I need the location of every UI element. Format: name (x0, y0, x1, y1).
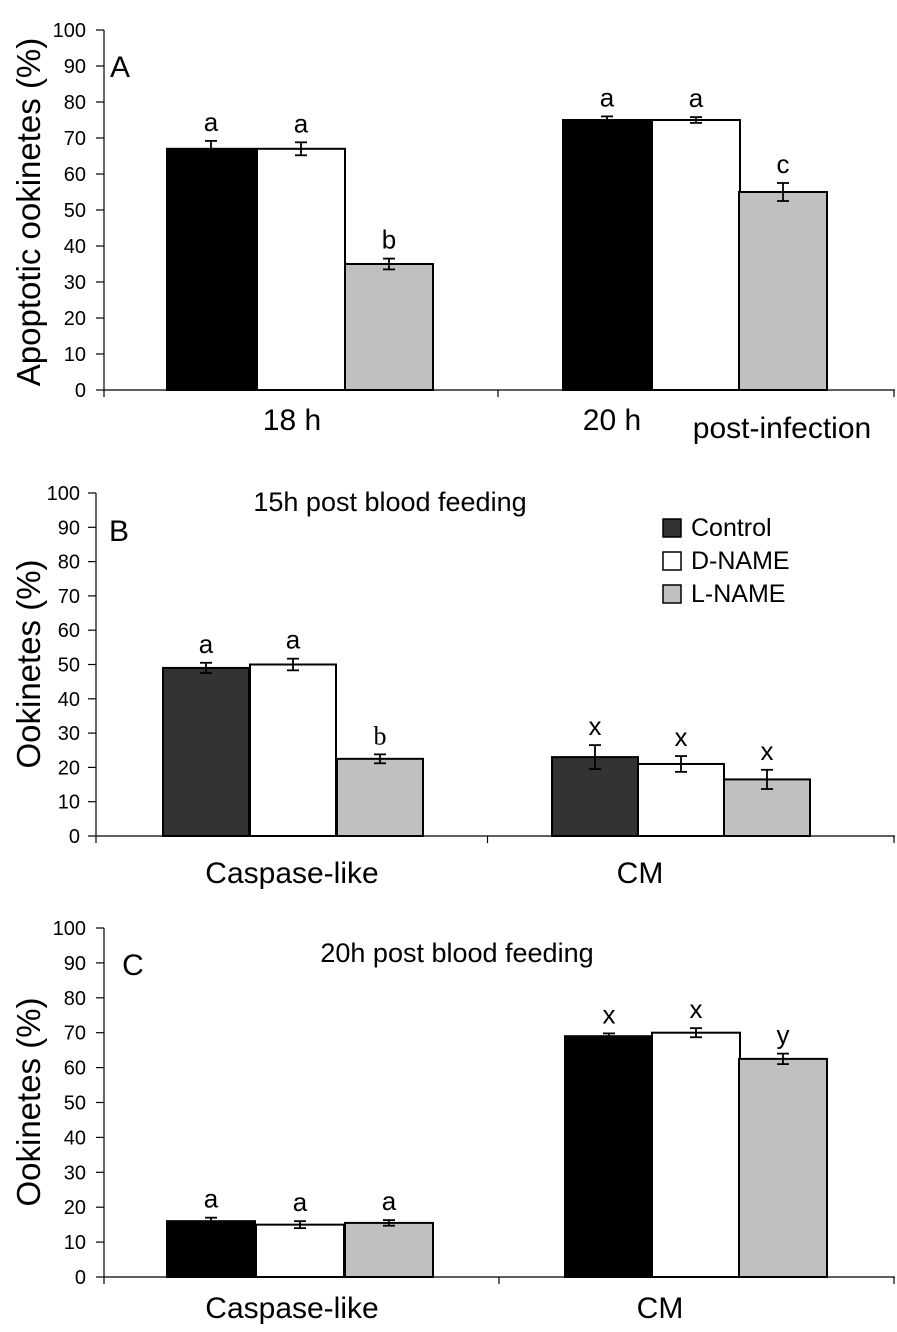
y-tick-label: 50 (64, 1093, 86, 1115)
y-axis-label: Ookinetes (%) (10, 559, 47, 768)
y-tick-label: 90 (64, 953, 86, 975)
panel-label: B (109, 515, 129, 548)
y-tick-label: 60 (58, 620, 80, 642)
y-tick-label: 30 (64, 272, 86, 294)
y-tick-label: 30 (58, 723, 80, 745)
x-category-label: Caspase-like (205, 857, 378, 890)
y-tick-label: 90 (58, 517, 80, 539)
y-tick-label: 100 (53, 20, 86, 42)
significance-letter: x (761, 736, 774, 766)
significance-letter: x (589, 711, 602, 741)
y-tick-label: 100 (47, 483, 80, 505)
significance-letter: y (777, 1020, 790, 1050)
x-category-label: 18 h (263, 404, 321, 437)
bar-series-1-0 (255, 1223, 345, 1279)
legend-label: Control (691, 514, 772, 542)
y-tick-label: 40 (64, 236, 86, 258)
significance-letter: a (689, 83, 704, 113)
significance-letter: x (675, 722, 688, 752)
significance-letter: a (294, 108, 309, 138)
bar-series-1-0 (256, 147, 346, 391)
bar-l-name-0 (336, 757, 424, 838)
y-tick-label: 40 (58, 689, 80, 711)
x-category-label: CM (637, 1292, 684, 1325)
y-tick-label: 30 (64, 1162, 86, 1184)
significance-letter: b (374, 721, 387, 750)
y-tick-label: 70 (64, 128, 86, 150)
bar-series-2-0 (344, 1221, 434, 1279)
significance-letter: a (204, 107, 219, 137)
significance-letter: a (382, 1186, 397, 1216)
bar-series-2-0 (344, 263, 434, 391)
x-category-label: 20 h (583, 404, 641, 437)
significance-letter: a (293, 1187, 308, 1217)
y-tick-label: 10 (64, 1232, 86, 1254)
y-tick-label: 10 (64, 344, 86, 366)
significance-letter: a (600, 82, 615, 112)
significance-letter: a (286, 625, 301, 655)
significance-letter: x (603, 999, 616, 1029)
legend-swatch (662, 518, 682, 538)
y-axis-label: Ookinetes (%) (10, 997, 47, 1206)
y-tick-label: 70 (64, 1023, 86, 1045)
x-axis-label: post-infection (693, 412, 871, 445)
y-axis-label: Apoptotic ookinetes (%) (10, 38, 47, 387)
y-tick-label: 0 (75, 1267, 86, 1289)
significance-letter: b (382, 225, 396, 255)
bar-series-0-0 (166, 147, 256, 391)
legend-label: D-NAME (691, 547, 790, 575)
y-tick-label: 100 (53, 918, 86, 940)
y-tick-label: 40 (64, 1127, 86, 1149)
y-tick-label: 80 (58, 552, 80, 574)
bar-series-1-1 (651, 119, 741, 391)
legend-label: L-NAME (691, 580, 785, 608)
significance-letter: x (690, 994, 703, 1024)
y-tick-label: 50 (64, 200, 86, 222)
legend-swatch (662, 584, 682, 604)
y-tick-label: 0 (69, 826, 80, 848)
bar-l-name-1 (723, 778, 811, 838)
y-tick-label: 20 (64, 308, 86, 330)
bar-d-name-0 (249, 663, 337, 837)
bar-series-2-1 (738, 191, 828, 391)
y-tick-label: 20 (64, 1197, 86, 1219)
significance-letter: c (777, 149, 790, 179)
y-tick-label: 60 (64, 1058, 86, 1080)
chart-title: 20h post blood feeding (320, 938, 593, 968)
bar-series-0-0 (166, 1220, 256, 1279)
bar-series-0-1 (564, 1035, 654, 1278)
y-tick-label: 20 (58, 757, 80, 779)
panel-label: A (110, 51, 130, 84)
bar-series-0-1 (562, 119, 652, 391)
y-tick-label: 60 (64, 164, 86, 186)
bar-control-1 (551, 756, 639, 837)
significance-letter: a (199, 629, 214, 659)
y-tick-label: 50 (58, 655, 80, 677)
chart-title: 15h post blood feeding (253, 487, 526, 517)
x-category-label: CM (617, 857, 664, 890)
bar-control-0 (162, 666, 250, 837)
bar-d-name-1 (637, 762, 725, 837)
panel-label: C (122, 949, 144, 982)
y-tick-label: 10 (58, 792, 80, 814)
y-tick-label: 80 (64, 988, 86, 1010)
x-category-label: Caspase-like (205, 1292, 378, 1325)
y-tick-label: 90 (64, 56, 86, 78)
y-tick-label: 0 (75, 380, 86, 402)
y-tick-label: 80 (64, 92, 86, 114)
legend-swatch (662, 551, 682, 571)
y-tick-label: 70 (58, 586, 80, 608)
bar-series-2-1 (738, 1057, 828, 1278)
significance-letter: a (204, 1184, 219, 1214)
bar-series-1-1 (651, 1031, 741, 1278)
